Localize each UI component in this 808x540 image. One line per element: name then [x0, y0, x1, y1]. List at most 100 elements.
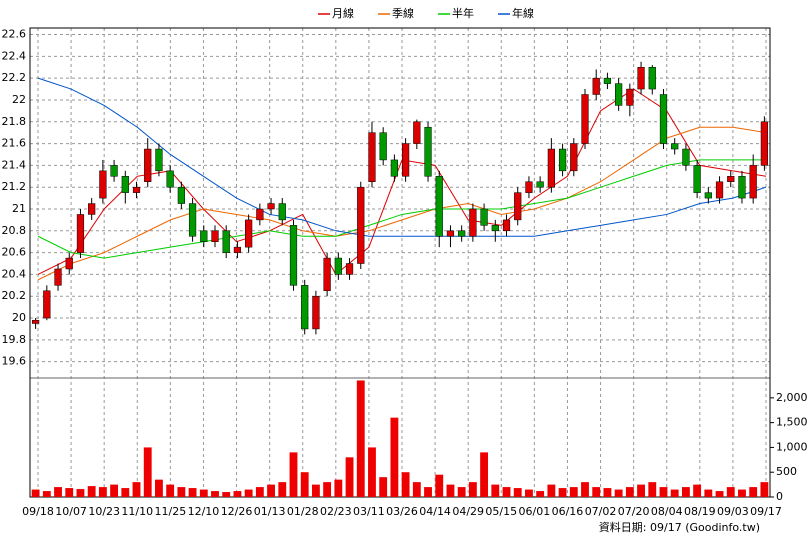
y-tick-label: 20.8 [2, 224, 27, 237]
y-tick-label: 21.2 [2, 180, 27, 193]
legend-label: 半年 [452, 6, 474, 20]
volume-bar [155, 479, 163, 497]
volume-bar [345, 457, 354, 497]
candle-body [54, 268, 62, 286]
volume-bar [446, 484, 455, 497]
volume-bar [356, 380, 365, 497]
candle-body [615, 83, 623, 106]
candle-body [446, 230, 455, 237]
volume-bar [681, 487, 690, 497]
candle-body [469, 208, 477, 237]
volume-bar [76, 489, 85, 497]
volume-bar [211, 491, 219, 497]
candle-body [581, 94, 589, 144]
x-tick-label: 03/11 [353, 505, 385, 518]
candle-body [222, 230, 230, 253]
candle-body [301, 285, 309, 330]
volume-bar [637, 484, 645, 497]
candle-body [200, 230, 208, 242]
volume-bar [558, 488, 567, 497]
y-tick-label: 21.4 [2, 158, 27, 171]
y2-tick-label: 2,000 [776, 391, 808, 404]
x-tick-label: 03/26 [386, 505, 418, 518]
volume-bar [323, 482, 332, 497]
candle-body [514, 192, 522, 221]
volume-bar [54, 487, 62, 497]
candle-body [648, 67, 656, 90]
volume-bar [188, 488, 197, 497]
volume-bar [143, 447, 152, 497]
x-tick-label: 12/10 [188, 505, 220, 518]
y-tick-label: 20.6 [2, 246, 27, 259]
x-tick-label: 08/19 [684, 505, 716, 518]
volume-bar [255, 487, 264, 497]
moving-average [37, 126, 767, 281]
legend-label: 季線 [392, 6, 414, 20]
x-tick-label: 08/04 [651, 505, 683, 518]
candle-body [749, 165, 757, 199]
volume-bar [592, 487, 601, 497]
candle-body [188, 203, 197, 237]
volume-bar [379, 477, 388, 497]
legend-label: 月線 [332, 6, 354, 20]
candle-body [76, 214, 85, 253]
candle-body [704, 192, 712, 199]
candle-body [547, 148, 555, 188]
candle-body [502, 219, 511, 232]
volume-bar [98, 487, 107, 497]
volume-bar [625, 487, 634, 497]
candle-body [413, 121, 421, 144]
volume-bar [267, 484, 275, 497]
candle-body [166, 170, 174, 188]
x-tick-label: 01/13 [254, 505, 286, 518]
volume-bar [278, 482, 287, 497]
candle-body [357, 186, 365, 264]
candle-body [144, 148, 152, 182]
y2-tick-label: 500 [776, 465, 797, 478]
volume-bar [300, 472, 309, 497]
x-tick-label: 07/02 [585, 505, 617, 518]
y2-tick-label: 0 [776, 490, 783, 503]
candle-body [637, 67, 645, 90]
volume-bar [121, 488, 130, 497]
volume-bar [547, 484, 556, 497]
candle-body [738, 176, 746, 199]
volume-bar [502, 487, 511, 497]
candle-body [99, 170, 107, 199]
volume-bar [513, 488, 522, 497]
candle-body [390, 159, 399, 177]
y-tick-label: 19.8 [2, 333, 27, 346]
volume-bar [132, 482, 141, 497]
volume-bar [65, 488, 74, 497]
candle-body [289, 225, 298, 286]
candle-body [760, 121, 769, 166]
candle-body [43, 290, 51, 319]
volume-bar [648, 482, 657, 497]
moving-average [37, 159, 766, 259]
x-tick-label: 04/29 [452, 505, 484, 518]
candle-body [31, 319, 40, 324]
volume-bar [110, 484, 119, 497]
legend-label: 年線 [512, 6, 534, 20]
volume-bar [368, 447, 376, 497]
y-tick-label: 22.4 [2, 49, 27, 62]
x-tick-label: 11/10 [121, 505, 153, 518]
volume-bar [704, 489, 713, 497]
candle-body [245, 219, 253, 248]
volume-bar [42, 491, 51, 497]
x-tick-label: 06/16 [552, 505, 584, 518]
y-tick-label: 22 [12, 93, 26, 106]
volume-bar [401, 472, 410, 497]
y-tick-label: 22.6 [2, 28, 27, 41]
footer: 資料日期: 09/17 (Goodinfo.tw) [599, 520, 760, 534]
volume-bar [87, 486, 96, 497]
volume-bar [715, 491, 724, 497]
candle-body [368, 132, 376, 182]
candle-body [659, 94, 668, 144]
y-tick-label: 20 [12, 311, 26, 324]
candle-body [345, 263, 354, 275]
candle-body [570, 143, 578, 172]
volume-bar [412, 482, 421, 497]
y-tick-label: 21 [12, 202, 26, 215]
